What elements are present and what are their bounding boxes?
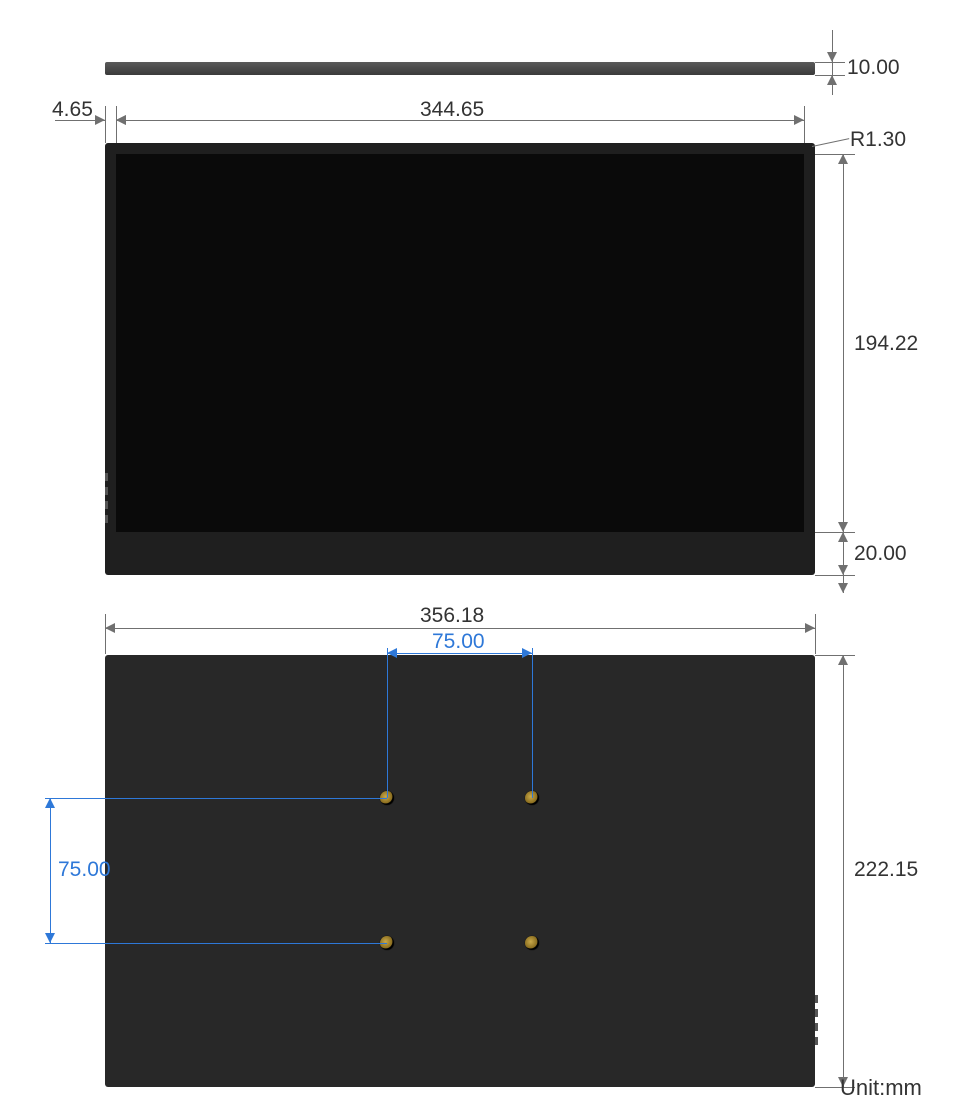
dim-arrow	[805, 623, 815, 633]
dim-corner-radius: R1.30	[850, 128, 906, 152]
dim-arrow	[105, 623, 115, 633]
dim-screen-width: 344.65	[420, 98, 484, 122]
dim-arrow	[794, 115, 804, 125]
dim-extension	[815, 75, 845, 76]
dim-extension-blue	[45, 943, 387, 944]
front-view-screen	[116, 154, 804, 532]
dim-arrow	[838, 154, 848, 164]
dim-vesa-vertical: 75.00	[58, 858, 111, 882]
dim-extension	[105, 106, 106, 143]
dim-thickness: 10.00	[847, 56, 900, 80]
dim-line	[843, 655, 844, 1087]
dim-extension	[815, 614, 816, 654]
dim-bezel-left: 4.65	[52, 98, 93, 122]
front-view-side-ports	[105, 473, 108, 533]
dim-screen-height: 194.22	[854, 332, 918, 356]
dim-arrow-blue	[522, 648, 532, 658]
dim-extension	[815, 575, 855, 576]
dim-body-width: 356.18	[420, 604, 484, 628]
dim-arrow	[838, 583, 848, 593]
dim-chin-height: 20.00	[854, 542, 907, 566]
vesa-hole-bottom-right	[525, 936, 539, 950]
dim-arrow	[838, 532, 848, 542]
dim-leader	[812, 138, 849, 147]
dim-extension	[815, 154, 855, 155]
dim-extension	[815, 62, 845, 63]
dim-body-height: 222.15	[854, 858, 918, 882]
dim-arrow	[838, 655, 848, 665]
dim-arrow-blue	[45, 798, 55, 808]
dim-arrow	[827, 52, 837, 62]
dim-arrow	[95, 115, 105, 125]
dim-arrow	[838, 565, 848, 575]
dim-extension	[804, 106, 805, 143]
dim-arrow-blue	[387, 648, 397, 658]
unit-label: Unit:mm	[840, 1075, 922, 1101]
back-view-side-ports	[815, 995, 818, 1055]
back-view-body	[105, 655, 815, 1087]
dim-arrow-blue	[45, 933, 55, 943]
dim-extension-blue	[387, 648, 388, 798]
dim-arrow	[116, 115, 126, 125]
dim-arrow	[827, 75, 837, 85]
dim-vesa-horizontal: 75.00	[432, 630, 485, 654]
dim-extension	[815, 655, 855, 656]
dim-extension	[815, 532, 855, 533]
dim-extension	[105, 614, 106, 654]
dim-line-blue	[50, 798, 51, 943]
side-view-bar	[105, 62, 815, 75]
dim-extension-blue	[532, 648, 533, 798]
dim-line	[843, 154, 844, 532]
dim-extension-blue	[45, 798, 387, 799]
front-view-body	[105, 143, 815, 575]
dim-line	[105, 628, 815, 629]
dim-arrow	[838, 522, 848, 532]
